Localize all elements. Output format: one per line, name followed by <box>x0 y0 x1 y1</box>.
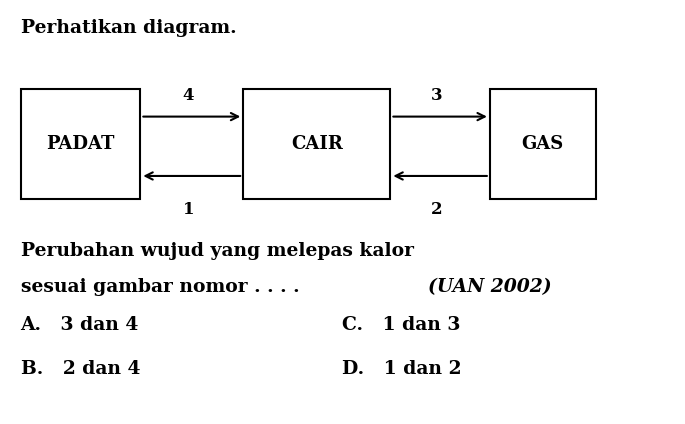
Text: 3: 3 <box>432 87 443 104</box>
FancyBboxPatch shape <box>21 89 140 199</box>
Text: 1: 1 <box>183 201 194 218</box>
Text: 2: 2 <box>432 201 443 218</box>
Text: PADAT: PADAT <box>47 135 114 153</box>
FancyBboxPatch shape <box>490 89 596 199</box>
Text: Perhatikan diagram.: Perhatikan diagram. <box>21 19 236 37</box>
Text: A.   3 dan 4: A. 3 dan 4 <box>21 316 139 334</box>
Text: B.   2 dan 4: B. 2 dan 4 <box>21 360 140 378</box>
Text: GAS: GAS <box>522 135 564 153</box>
Text: D.   1 dan 2: D. 1 dan 2 <box>342 360 462 378</box>
FancyBboxPatch shape <box>243 89 390 199</box>
Text: (UAN 2002): (UAN 2002) <box>428 278 551 296</box>
Text: 4: 4 <box>183 87 194 104</box>
Text: Perubahan wujud yang melepas kalor: Perubahan wujud yang melepas kalor <box>21 242 414 259</box>
Text: sesuai gambar nomor . . . .: sesuai gambar nomor . . . . <box>21 278 306 296</box>
Text: CAIR: CAIR <box>291 135 342 153</box>
Text: C.   1 dan 3: C. 1 dan 3 <box>342 316 461 334</box>
